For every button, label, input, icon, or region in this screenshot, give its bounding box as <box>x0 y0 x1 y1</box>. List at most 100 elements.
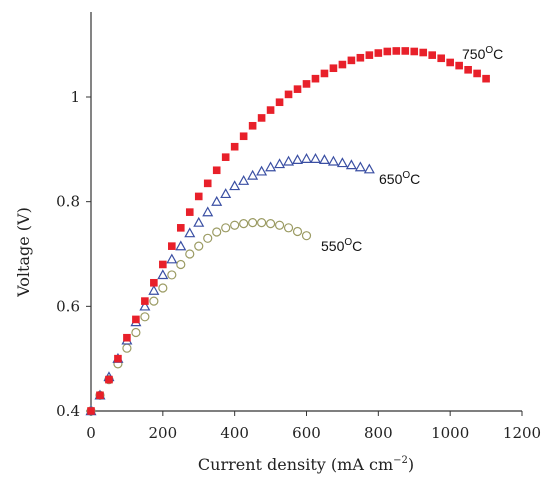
y-ticks: 0.4 0.6 0.8 1 <box>56 88 91 420</box>
data-point <box>284 90 293 99</box>
data-point <box>248 121 257 130</box>
data-point <box>318 154 330 164</box>
data-point <box>175 240 187 251</box>
data-point <box>336 157 348 168</box>
data-point <box>194 192 203 201</box>
data-point <box>383 47 392 56</box>
data-point <box>166 253 178 264</box>
data-point <box>320 69 329 78</box>
data-point <box>176 224 185 232</box>
data-point <box>131 327 141 338</box>
data-point <box>185 249 195 259</box>
data-point <box>329 64 338 73</box>
data-point <box>139 300 151 311</box>
data-point <box>185 208 194 216</box>
series-750 <box>87 47 490 415</box>
axes <box>90 12 522 412</box>
data-point <box>347 56 356 65</box>
data-point <box>87 407 95 415</box>
data-point <box>283 155 295 166</box>
y-tick-label: 1 <box>70 88 80 106</box>
data-point <box>220 188 232 199</box>
data-point <box>148 284 160 295</box>
series-label-750: 750OC <box>462 45 503 62</box>
x-tick-label: 0 <box>86 424 96 442</box>
y-tick-label: 0.4 <box>56 402 80 420</box>
data-point <box>194 241 204 251</box>
data-point <box>300 153 313 163</box>
data-point <box>302 80 311 88</box>
data-point <box>212 227 222 237</box>
data-point <box>293 85 302 93</box>
data-point <box>247 169 259 180</box>
data-point <box>256 165 268 176</box>
data-point <box>356 53 365 62</box>
data-point <box>309 153 321 163</box>
data-point <box>212 166 221 175</box>
data-point <box>410 47 419 56</box>
data-point <box>150 278 158 287</box>
data-point <box>211 195 223 206</box>
data-point <box>221 153 230 161</box>
data-point <box>274 220 285 230</box>
data-point <box>464 65 472 74</box>
data-point <box>114 354 122 363</box>
data-point <box>473 69 481 78</box>
data-point <box>167 270 177 280</box>
y-tick-label: 0.8 <box>56 193 80 211</box>
y-axis-title: Voltage (V) <box>14 207 33 298</box>
series-layer <box>85 47 490 416</box>
data-point <box>140 312 150 322</box>
data-point <box>229 180 241 191</box>
data-point <box>428 51 437 59</box>
data-point <box>345 159 357 170</box>
series-label-550: 550OC <box>321 237 362 254</box>
data-point <box>122 343 132 353</box>
data-point <box>168 242 176 250</box>
data-point <box>239 132 248 141</box>
data-point <box>374 49 383 57</box>
data-point <box>437 54 445 63</box>
data-point <box>392 47 401 55</box>
data-point <box>203 233 213 243</box>
x-tick-label: 800 <box>364 424 393 442</box>
data-point <box>266 106 275 114</box>
data-point <box>311 74 320 83</box>
data-point <box>354 161 366 172</box>
x-tick-label: 1200 <box>503 424 541 442</box>
data-point <box>363 163 375 174</box>
data-point <box>265 161 277 172</box>
data-point <box>202 206 214 217</box>
data-point <box>292 154 304 164</box>
x-tick-label: 200 <box>149 424 178 442</box>
data-point <box>221 223 231 233</box>
x-ticks: 0 200 400 600 800 1000 1200 <box>86 411 541 442</box>
data-point <box>141 297 149 305</box>
x-axis-title: Current density (mA cm−2) <box>198 455 414 474</box>
x-tick-label: 400 <box>220 424 249 442</box>
data-point <box>123 333 131 342</box>
data-point <box>257 218 267 228</box>
x-tick-label: 1000 <box>431 424 469 442</box>
data-point <box>338 60 347 69</box>
x-tick-label: 600 <box>292 424 321 442</box>
y-tick-label: 0.6 <box>56 297 80 315</box>
data-point <box>482 74 490 83</box>
data-point <box>248 218 258 228</box>
data-point <box>455 61 463 70</box>
data-point <box>283 223 294 233</box>
data-point <box>230 220 240 230</box>
data-point <box>158 283 168 293</box>
series-650 <box>85 153 375 416</box>
series-label-650: 650OC <box>379 170 420 187</box>
data-point <box>105 375 113 384</box>
data-point <box>265 219 276 229</box>
data-point <box>419 48 428 57</box>
data-point <box>157 269 169 280</box>
data-point <box>401 47 410 55</box>
data-point <box>257 114 266 122</box>
data-point <box>193 216 205 227</box>
data-point <box>184 227 196 238</box>
data-point <box>96 391 104 400</box>
data-point <box>365 51 374 59</box>
